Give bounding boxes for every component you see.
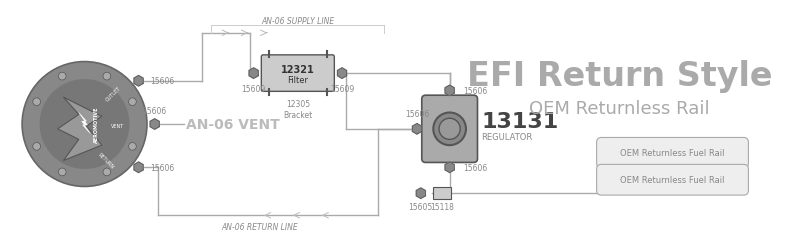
- Text: 15605: 15605: [409, 202, 433, 211]
- Polygon shape: [58, 98, 102, 161]
- Text: 12321: 12321: [281, 65, 314, 75]
- Polygon shape: [445, 86, 454, 96]
- Circle shape: [39, 80, 130, 169]
- Text: 15606: 15606: [463, 86, 487, 96]
- Polygon shape: [412, 124, 422, 134]
- FancyBboxPatch shape: [597, 165, 749, 195]
- Text: 12305
Bracket: 12305 Bracket: [283, 100, 313, 120]
- Text: Filter: Filter: [287, 76, 308, 85]
- Text: AN-06 SUPPLY LINE: AN-06 SUPPLY LINE: [262, 17, 334, 26]
- Circle shape: [58, 168, 66, 176]
- Circle shape: [129, 98, 136, 106]
- Circle shape: [103, 168, 110, 176]
- Polygon shape: [78, 113, 90, 134]
- Text: REGULATOR: REGULATOR: [482, 132, 533, 141]
- Text: OEM Returnless Fuel Rail: OEM Returnless Fuel Rail: [620, 176, 725, 184]
- Text: OEM Returnless Rail: OEM Returnless Rail: [530, 99, 710, 117]
- Circle shape: [33, 143, 41, 150]
- Text: AEROMOTIVE: AEROMOTIVE: [94, 106, 98, 143]
- Polygon shape: [249, 68, 258, 79]
- Text: 15606: 15606: [463, 163, 487, 172]
- Text: 15118: 15118: [430, 202, 454, 211]
- Text: 15609: 15609: [242, 84, 266, 93]
- Circle shape: [434, 113, 466, 146]
- FancyBboxPatch shape: [422, 96, 478, 163]
- Text: 15606: 15606: [405, 110, 429, 119]
- Text: 13131: 13131: [482, 112, 558, 132]
- Text: 15606: 15606: [150, 77, 174, 86]
- Text: 15606: 15606: [142, 107, 167, 116]
- Circle shape: [439, 119, 460, 140]
- FancyBboxPatch shape: [262, 56, 334, 92]
- Text: 15609: 15609: [330, 84, 354, 93]
- Polygon shape: [445, 162, 454, 173]
- Polygon shape: [416, 188, 426, 199]
- Circle shape: [22, 62, 147, 187]
- Text: VENT: VENT: [111, 124, 125, 129]
- Circle shape: [103, 73, 110, 81]
- Text: OUTLET: OUTLET: [105, 86, 122, 102]
- Circle shape: [33, 98, 41, 106]
- Text: RETURN: RETURN: [97, 152, 114, 170]
- Bar: [434, 188, 450, 199]
- Polygon shape: [150, 119, 159, 130]
- Polygon shape: [338, 68, 346, 79]
- Text: 15606: 15606: [150, 163, 174, 172]
- Text: EFI Return Style: EFI Return Style: [467, 60, 773, 93]
- FancyBboxPatch shape: [597, 138, 749, 168]
- Text: AN-06 VENT: AN-06 VENT: [186, 118, 280, 132]
- Circle shape: [58, 73, 66, 81]
- Polygon shape: [134, 162, 143, 173]
- Text: OEM Returnless Fuel Rail: OEM Returnless Fuel Rail: [620, 149, 725, 158]
- Polygon shape: [134, 76, 143, 87]
- Circle shape: [129, 143, 136, 150]
- Text: AN-06 RETURN LINE: AN-06 RETURN LINE: [221, 222, 298, 231]
